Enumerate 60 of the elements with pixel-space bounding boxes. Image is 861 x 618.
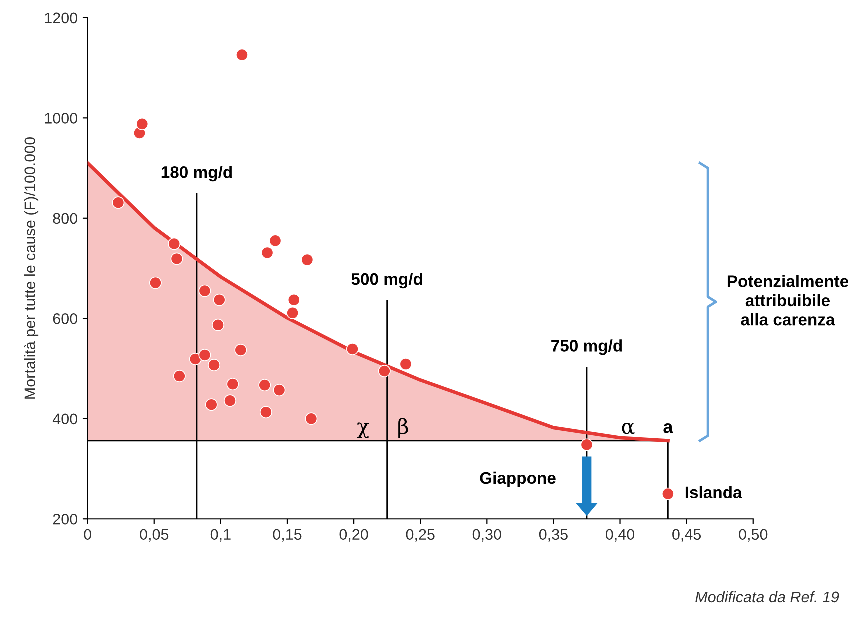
point xyxy=(662,488,674,500)
point xyxy=(208,359,221,372)
x-tick-label: 0,20 xyxy=(340,529,368,542)
point xyxy=(273,384,286,397)
point xyxy=(346,342,359,356)
ref-line-label: 500 mg/d xyxy=(352,272,422,289)
ref-line-label: 750 mg/d xyxy=(552,340,622,356)
ref-line-label: a xyxy=(664,423,674,434)
point xyxy=(198,349,212,362)
point xyxy=(212,318,224,332)
point xyxy=(149,276,162,290)
y-tick-label: 800 xyxy=(53,213,78,224)
ref-line-label: 180 mg/d xyxy=(162,166,232,182)
x-tick-label: 0,40 xyxy=(606,529,635,542)
x-tick-label: 0,15 xyxy=(273,529,302,542)
x-tick-label: 0,1 xyxy=(210,529,231,542)
point xyxy=(269,234,282,248)
point xyxy=(258,379,272,392)
point xyxy=(170,252,184,266)
annotation: Potenzialmente attribuibile alla carenza xyxy=(728,275,849,326)
point xyxy=(286,306,300,320)
point xyxy=(288,294,300,306)
point xyxy=(224,394,236,408)
annotation: Islanda xyxy=(686,486,742,499)
x-tick-label: 0,30 xyxy=(472,529,502,542)
y-tick-label: 1000 xyxy=(45,113,78,124)
point xyxy=(305,412,318,426)
x-tick-label: 0 xyxy=(84,529,92,540)
point xyxy=(189,353,202,366)
x-tick-label: 0,25 xyxy=(406,529,435,542)
point xyxy=(236,48,248,62)
point xyxy=(173,370,186,383)
point xyxy=(301,254,314,266)
point xyxy=(378,365,391,378)
point xyxy=(198,284,212,298)
point xyxy=(112,196,125,210)
point xyxy=(168,238,181,250)
point xyxy=(234,344,248,356)
annotation: α xyxy=(622,422,635,434)
annotation: χ xyxy=(357,422,370,438)
point xyxy=(261,246,274,260)
y-tick-label: 600 xyxy=(53,314,78,324)
annotation: Giappone xyxy=(480,472,556,488)
point xyxy=(260,406,272,419)
point xyxy=(213,294,226,306)
y-tick-label: 200 xyxy=(53,514,78,525)
point xyxy=(226,378,240,391)
x-tick-label: 0,05 xyxy=(140,529,169,542)
point xyxy=(580,438,594,452)
y-axis-title: Mortalità per tutte le cause (F)/100.000 xyxy=(24,137,39,399)
x-tick-label: 0,35 xyxy=(539,529,568,542)
y-tick-label: 1200 xyxy=(45,12,78,24)
text: Modificata da Ref. 19 xyxy=(696,591,840,603)
annotation: β xyxy=(398,418,408,438)
point xyxy=(205,398,218,412)
point xyxy=(136,118,149,130)
point xyxy=(400,358,412,370)
x-tick-label: 0,45 xyxy=(672,529,702,542)
x-tick-label: 0,50 xyxy=(739,529,768,542)
y-tick-label: 400 xyxy=(52,414,78,425)
